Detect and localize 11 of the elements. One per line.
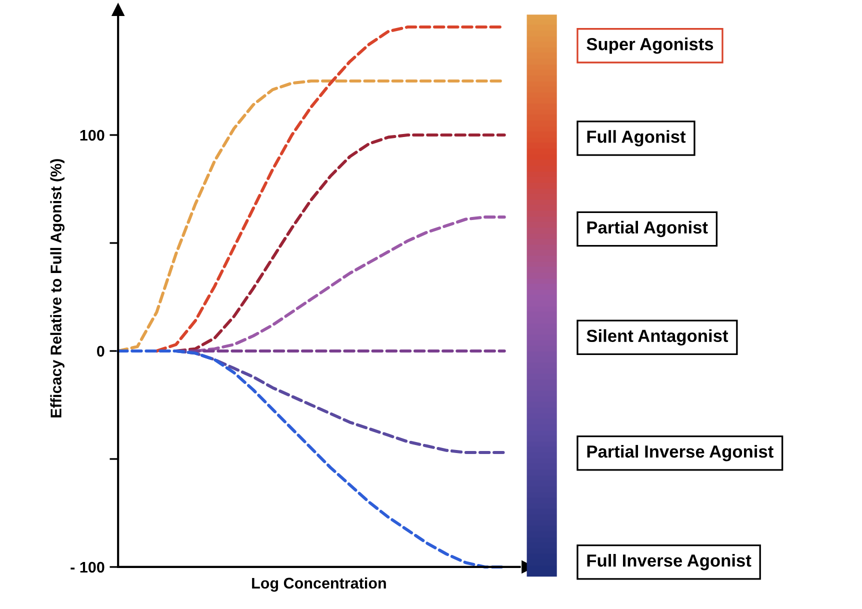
text: Partial Inverse Agonist xyxy=(587,444,774,462)
y-tick-label: - 100 xyxy=(70,562,104,573)
text: Full Agonist xyxy=(587,130,686,146)
text: Silent Antagonist xyxy=(586,329,728,346)
text: Partial Agonist xyxy=(587,220,708,238)
y-tick-label: 0 xyxy=(97,346,104,357)
y-axis-title: Efficacy Relative to Full Agonist (%) xyxy=(50,159,65,418)
y-tick-label: 100 xyxy=(80,130,104,141)
text: Full Inverse Agonist xyxy=(587,554,752,570)
x-axis-title: Log Concentration xyxy=(252,577,386,592)
text: Super Agonists xyxy=(586,38,714,54)
